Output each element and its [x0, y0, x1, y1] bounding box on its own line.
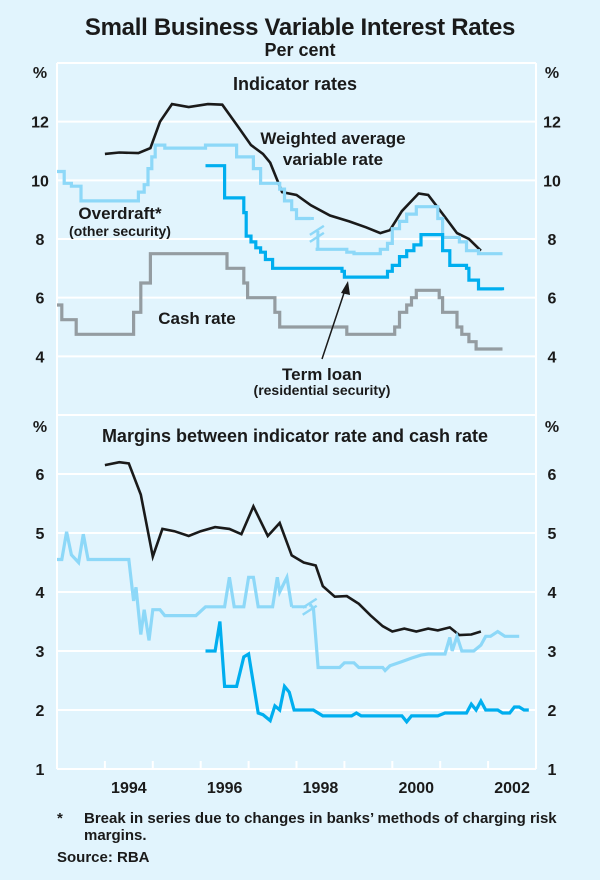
series-term-loan-line	[205, 621, 529, 725]
term-loan-label-line1: Term loan	[282, 365, 362, 384]
y-tick-label-right: 5	[548, 526, 557, 543]
x-tick-label: 2000	[398, 780, 434, 797]
y-tick-label-right: 6	[548, 291, 557, 308]
series-overdraft-line	[315, 205, 503, 256]
y-tick-label-left: 3	[36, 644, 45, 661]
term-loan-label-line2: (residential security)	[254, 382, 391, 398]
y-tick-label-left: 12	[31, 115, 49, 132]
cash-rate-label: Cash rate	[158, 309, 235, 328]
y-tick-label-left: 2	[36, 703, 45, 720]
term-loan-arrow-line	[321, 289, 346, 360]
series-overdraft-line	[311, 606, 520, 673]
top-panel-title: Indicator rates	[233, 74, 357, 94]
y-tick-label-left: 6	[36, 467, 45, 484]
y-tick-label-left: 5	[36, 526, 45, 543]
y-tick-label-left: 6	[36, 291, 45, 308]
y-tick-label-right: 2	[548, 703, 557, 720]
y-tick-label-right: 12	[543, 115, 561, 132]
series-term-loan-line	[205, 164, 505, 291]
series-cash-rate-line	[57, 252, 503, 351]
bottom-left-unit-label: %	[33, 419, 47, 436]
x-tick-label: 1994	[111, 780, 147, 797]
chart-title: Small Business Variable Interest Rates	[84, 14, 516, 41]
chart-subtitle: Per cent	[264, 40, 336, 60]
x-tick-label: 1998	[303, 780, 339, 797]
footnote-marker: *	[57, 810, 63, 827]
source-note: Source: RBA	[57, 849, 150, 866]
y-tick-label-left: 4	[36, 349, 45, 366]
footnote-text: Break in series due to changes in banks’…	[84, 810, 557, 844]
y-tick-label-right: 8	[548, 232, 557, 249]
term-loan-arrow-head	[341, 281, 350, 295]
y-tick-label-left: 4	[36, 585, 45, 602]
overdraft-label-line2: (other security)	[69, 223, 171, 239]
series-overdraft-line	[57, 531, 294, 641]
series-weighted-average-line	[104, 102, 482, 252]
series-overdraft-line	[57, 143, 311, 221]
series-weighted-average-line	[104, 460, 482, 637]
y-tick-label-right: 4	[548, 585, 557, 602]
y-tick-label-right: 4	[548, 349, 557, 366]
top-right-unit-label: %	[545, 65, 559, 82]
weighted-average-label-line2: variable rate	[283, 150, 383, 169]
bottom-right-unit-label: %	[545, 419, 559, 436]
x-tick-label: 1996	[207, 780, 243, 797]
break-marker-overdraft	[309, 224, 325, 236]
bottom-panel-title: Margins between indicator rate and cash …	[102, 426, 488, 446]
x-tick-label: 2002	[494, 780, 530, 797]
y-tick-label-right: 6	[548, 467, 557, 484]
y-tick-label-right: 10	[543, 173, 561, 190]
overdraft-label-line1: Overdraft*	[78, 204, 162, 223]
y-tick-label-right: 3	[548, 644, 557, 661]
y-tick-label-left: 10	[31, 173, 49, 190]
weighted-average-label-line1: Weighted average	[260, 129, 405, 148]
break-marker-overdraft	[302, 604, 318, 616]
y-tick-label-left: 1	[36, 762, 45, 779]
y-tick-label-right: 1	[548, 762, 557, 779]
y-tick-label-left: 8	[36, 232, 45, 249]
top-left-unit-label: %	[33, 65, 47, 82]
